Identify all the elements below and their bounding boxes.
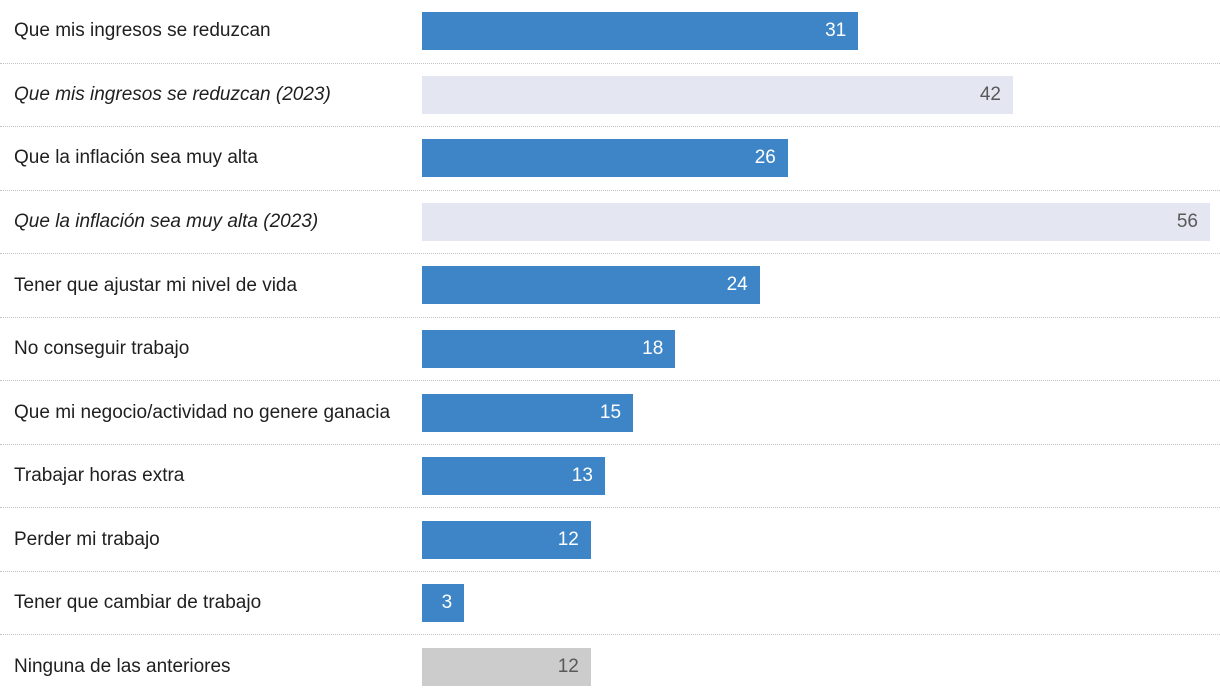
bar: 12 bbox=[422, 520, 591, 559]
chart-row: Ninguna de las anteriores 12 bbox=[0, 634, 1220, 698]
bar-value-label: 26 bbox=[754, 147, 776, 169]
bar-track: 12 bbox=[422, 647, 1210, 686]
bar-track: 56 bbox=[422, 202, 1210, 241]
bar: 15 bbox=[422, 393, 634, 432]
category-label: Tener que cambiar de trabajo bbox=[14, 592, 262, 614]
bar-value-label: 12 bbox=[557, 655, 579, 677]
category-label: Que la inflación sea muy alta bbox=[14, 147, 258, 169]
chart-row: Perder mi trabajo 12 bbox=[0, 507, 1220, 571]
bar: 26 bbox=[422, 139, 788, 178]
bar-track: 3 bbox=[422, 584, 1210, 623]
bar-value-label: 42 bbox=[979, 83, 1001, 105]
bar-value-label: 56 bbox=[1176, 210, 1198, 232]
category-label: No conseguir trabajo bbox=[14, 338, 190, 360]
bar-value-label: 15 bbox=[599, 401, 622, 423]
chart-row: Que mis ingresos se reduzcan (2023) 42 bbox=[0, 62, 1220, 127]
category-label: Perder mi trabajo bbox=[14, 528, 160, 550]
bar-value-label: 12 bbox=[557, 528, 579, 550]
bar-value-label: 18 bbox=[642, 338, 664, 359]
bar-track: 26 bbox=[422, 139, 1210, 178]
chart-row: Que mis ingresos se reduzcan 31 bbox=[0, 0, 1220, 63]
bar-track: 24 bbox=[422, 266, 1210, 305]
bar-track: 31 bbox=[422, 12, 1210, 51]
bar-track: 18 bbox=[422, 330, 1210, 368]
chart-row: No conseguir trabajo 18 bbox=[0, 316, 1220, 381]
bar-track: 12 bbox=[422, 520, 1210, 559]
bar: 3 bbox=[422, 584, 465, 623]
bar: 31 bbox=[422, 12, 859, 51]
chart-row: Tener que cambiar de trabajo 3 bbox=[0, 570, 1220, 635]
category-label: Que mis ingresos se reduzcan bbox=[14, 20, 271, 42]
bar-track: 42 bbox=[422, 75, 1210, 114]
bar-value-label: 31 bbox=[825, 20, 847, 42]
category-label: Que mis ingresos se reduzcan (2023) bbox=[14, 83, 331, 105]
chart-row: Trabajar horas extra 13 bbox=[0, 443, 1220, 508]
chart-row: Tener que ajustar mi nivel de vida 24 bbox=[0, 253, 1220, 317]
bar: 42 bbox=[422, 75, 1013, 114]
category-label: Trabajar horas extra bbox=[14, 465, 185, 487]
bar-track: 13 bbox=[422, 457, 1210, 496]
bar-value-label: 3 bbox=[441, 592, 453, 614]
bar-track: 15 bbox=[422, 393, 1210, 432]
bar: 56 bbox=[422, 202, 1210, 241]
category-label: Que mi negocio/actividad no genere ganac… bbox=[14, 401, 391, 423]
category-label: Tener que ajustar mi nivel de vida bbox=[14, 274, 298, 296]
bar-value-label: 24 bbox=[726, 274, 748, 296]
chart-row: Que la inflación sea muy alta (2023) 56 bbox=[0, 189, 1220, 254]
bar: 13 bbox=[422, 457, 605, 496]
bar: 12 bbox=[422, 647, 591, 686]
chart-row: Que la inflación sea muy alta 26 bbox=[0, 126, 1220, 190]
category-label: Que la inflación sea muy alta (2023) bbox=[14, 211, 319, 233]
bar-value-label: 13 bbox=[571, 465, 593, 487]
bar: 18 bbox=[422, 330, 676, 368]
chart-row: Que mi negocio/actividad no genere ganac… bbox=[0, 380, 1220, 444]
bar: 24 bbox=[422, 266, 760, 305]
category-label: Ninguna de las anteriores bbox=[14, 655, 231, 677]
